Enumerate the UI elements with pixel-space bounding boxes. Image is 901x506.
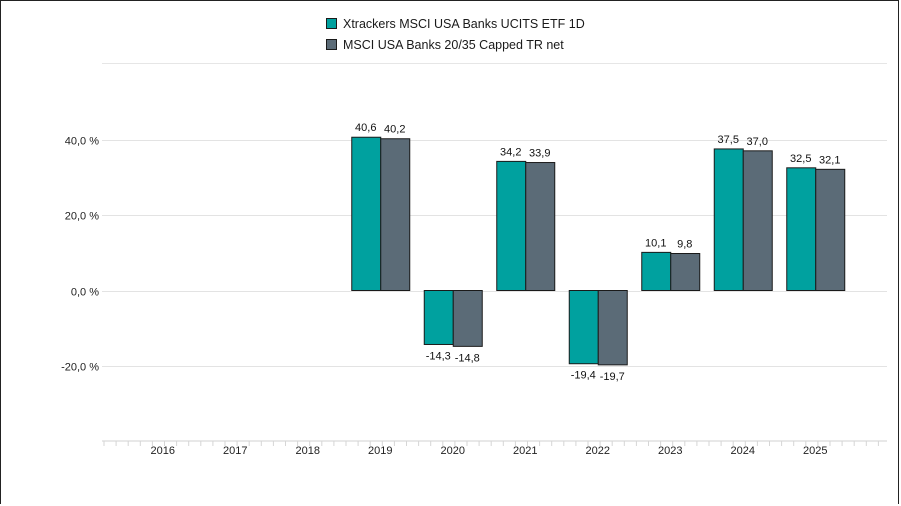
data-label: 34,2 [500,146,521,158]
x-tick-label: 2018 [296,445,320,457]
bar-2019-etf [351,136,382,291]
bar-2023-index [670,253,701,292]
bar-2024-etf [713,148,744,291]
x-tick-label: 2017 [223,445,247,457]
y-tick-label: 20,0 % [65,211,99,223]
data-label: -14,8 [455,352,480,364]
x-tick-label: 2024 [731,445,755,457]
legend-item-index: MSCI USA Banks 20/35 Capped TR net [326,34,585,55]
legend-label-index: MSCI USA Banks 20/35 Capped TR net [343,37,564,52]
legend-swatch-etf [326,18,337,29]
legend-swatch-index [326,39,337,50]
data-label: -19,4 [571,370,596,382]
bar-2020-index [452,290,483,347]
x-tick-label: 2016 [151,445,175,457]
x-tick-label: 2022 [586,445,610,457]
data-label: 32,1 [819,154,840,166]
data-label: -14,3 [426,350,451,362]
y-tick-label: 40,0 % [65,136,99,148]
data-label: 10,1 [645,237,666,249]
data-label: 37,5 [718,134,739,146]
bar-2023-etf [641,251,672,291]
data-label: 37,0 [747,136,768,148]
bar-2021-etf [496,160,527,291]
legend-item-etf: Xtrackers MSCI USA Banks UCITS ETF 1D [326,13,585,34]
data-label: 9,8 [677,239,692,251]
x-tick-label: 2020 [441,445,465,457]
bar-2021-index [525,162,556,291]
x-tick-label: 2021 [513,445,537,457]
bar-2022-index [597,290,628,366]
bar-2020-etf [423,290,454,345]
bar-2025-index [815,168,846,291]
x-tick-label: 2025 [803,445,827,457]
data-label: -19,7 [600,371,625,383]
bar-2025-etf [786,167,817,291]
data-label: 32,5 [790,153,811,165]
x-tick-label: 2023 [658,445,682,457]
legend: Xtrackers MSCI USA Banks UCITS ETF 1D MS… [326,13,585,55]
legend-label-etf: Xtrackers MSCI USA Banks UCITS ETF 1D [343,16,585,31]
x-tick-label: 2019 [368,445,392,457]
data-label: 40,2 [384,124,405,136]
y-tick-label: -20,0 % [61,362,99,374]
bar-2024-index [742,150,773,291]
data-label: 33,9 [529,148,550,160]
bar-2022-etf [568,290,599,365]
data-label: 40,6 [355,122,376,134]
y-tick-label: 0,0 % [71,287,99,299]
bar-2019-index [380,138,411,291]
